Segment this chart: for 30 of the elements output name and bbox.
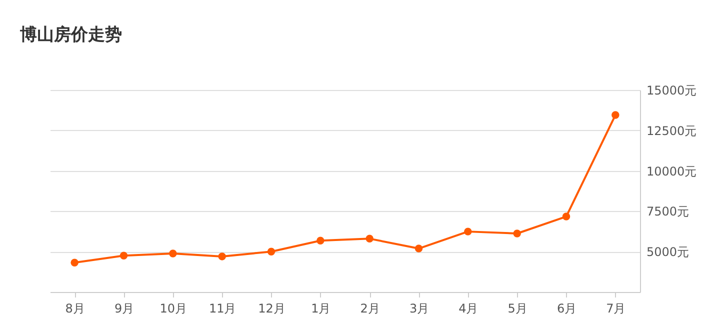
point <box>316 236 324 244</box>
y-tick-label: 12500元 <box>646 124 697 138</box>
point <box>612 111 620 119</box>
chart-title: 博山房价走势 <box>19 25 122 45</box>
x-tick-label: 2月 <box>360 302 380 316</box>
point <box>366 234 374 243</box>
x-tick-label: 1月 <box>311 302 331 316</box>
point <box>267 248 276 256</box>
x-tick-label: 12月 <box>258 302 286 316</box>
x-tick-label: 3月 <box>409 302 430 316</box>
x-tick-label: 9月 <box>114 302 134 316</box>
x-tick-label: 10月 <box>160 302 188 316</box>
point <box>513 230 521 238</box>
y-tick-label: 7500元 <box>646 204 690 219</box>
x-tick-label: 4月 <box>458 302 478 316</box>
point <box>464 228 472 236</box>
y-tick-label: 5000元 <box>646 245 690 260</box>
x-tick-label: 5月 <box>508 302 528 316</box>
point <box>120 252 128 260</box>
y-tick-label: 10000元 <box>646 164 697 178</box>
point <box>414 244 423 252</box>
point <box>562 212 570 220</box>
x-tick-label: 8月 <box>65 302 85 316</box>
point <box>218 252 226 260</box>
y-tick-label: 15000元 <box>646 84 697 98</box>
x-tick-label: 7月 <box>606 302 626 316</box>
x-tick-label: 6月 <box>556 302 577 316</box>
point <box>169 250 177 258</box>
point <box>70 258 78 266</box>
x-tick-label: 11月 <box>208 302 236 316</box>
